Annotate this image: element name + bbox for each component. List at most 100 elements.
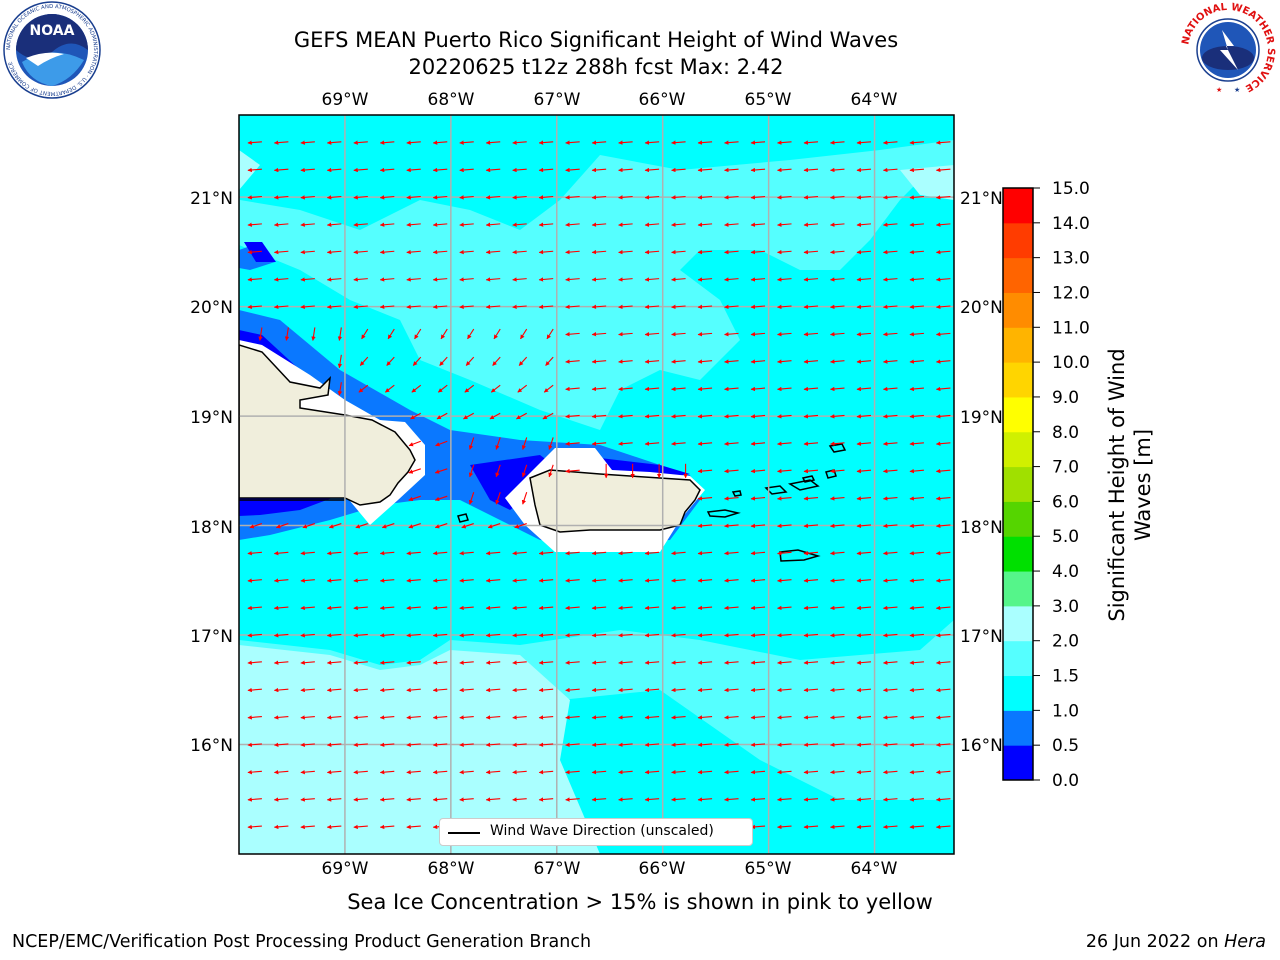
wind-wave-arrow [353,633,368,638]
land-puerto-rico [529,469,701,533]
wind-wave-arrow [273,605,289,611]
wind-wave-arrow [777,277,792,282]
wind-wave-arrow [414,328,422,340]
wind-wave-arrow [538,797,554,802]
wind-wave-arrow [644,797,660,802]
wind-wave-arrow [459,195,474,200]
wind-wave-arrow [777,359,792,364]
footer-credit: NCEP/EMC/Verification Post Processing Pr… [12,932,592,952]
wind-wave-arrow [883,550,898,556]
wind-wave-arrow [750,249,766,255]
lat-label: 20°N [190,298,233,318]
wind-wave-arrow [591,249,607,255]
wind-wave-arrow [437,384,448,393]
wind-wave-arrow [883,304,898,310]
colorbar-tick-label: 2.0 [1052,632,1079,652]
wind-wave-arrow [909,742,924,747]
wind-wave-arrow [777,605,792,611]
wind-wave-arrow [644,304,660,310]
wind-wave-arrow [273,715,289,720]
wind-wave-arrow [883,578,898,583]
wind-wave-arrow [273,687,289,693]
wind-wave-arrow [724,414,739,419]
lon-label: 64°W [851,859,898,879]
wind-wave-arrow [249,523,263,529]
wind-wave-arrow [300,578,315,583]
wind-wave-arrow [591,633,607,638]
nws-logo: NATIONAL WEATHER SERVICE ★ ★ [1180,2,1276,98]
wind-wave-arrow [386,356,395,366]
wind-wave-arrow [326,742,342,747]
lat-labels-right: 21°N 20°N 19°N 18°N 17°N 16°N [960,189,1003,756]
wind-wave-arrow [830,359,845,364]
wind-wave-arrow [432,687,448,693]
wind-wave-arrow [724,769,739,775]
wind-wave-arrow [591,277,607,282]
wind-wave-arrow [468,464,475,478]
wind-wave-arrow [883,167,898,173]
wind-wave-arrow [777,304,792,310]
wind-wave-arrow [379,550,395,556]
wind-wave-arrow [353,687,368,693]
wind-wave-arrow [671,414,686,419]
wind-wave-arrow [353,578,368,583]
wind-wave-arrow [247,550,262,556]
wind-wave-arrow [777,167,792,173]
wind-wave-arrow [777,660,792,665]
wind-wave-arrow [856,578,872,583]
wind-wave-arrow [935,195,951,200]
wind-wave-arrow [432,578,448,583]
wind-wave-arrow [565,550,580,556]
wind-wave-arrow [326,277,342,282]
wind-wave-arrow [275,523,289,529]
wind-wave-arrow [467,328,475,340]
wind-wave-arrow [565,140,580,145]
wind-wave-arrow [856,824,872,830]
wind-wave-arrow [935,304,951,310]
wind-wave-arrow [353,742,368,747]
wind-wave-arrow [490,384,501,393]
wind-wave-arrow [326,578,342,583]
wind-wave-arrow [337,327,343,341]
wind-wave-arrow [379,824,395,830]
wind-wave-arrow [379,633,395,638]
wind-wave-arrow [406,249,421,255]
wind-wave-arrow [247,167,262,173]
wind-wave-arrow [485,715,501,720]
wind-wave-arrow [273,742,289,747]
wind-wave-arrow [538,605,554,611]
lat-label: 18°N [190,518,233,538]
wind-wave-arrow [591,578,607,583]
colorbar-tick-label: 8.0 [1052,423,1079,443]
wind-wave-arrow [439,356,448,366]
wind-wave-arrow [300,797,315,802]
wind-wave-arrow [512,222,527,227]
colorbar-swatch [1003,431,1033,468]
wind-wave-arrow [909,715,924,720]
wind-wave-arrow [565,468,580,474]
wind-wave-arrow [538,222,554,227]
wind-wave-arrow [512,277,527,282]
wind-wave-arrow [326,195,342,200]
wind-wave-arrow [830,550,845,556]
wind-wave-arrow [803,797,819,802]
wind-wave-arrow [353,195,368,200]
wind-wave-arrow [353,605,368,611]
wind-wave-arrow [777,249,792,255]
map-legend: Wind Wave Direction (unscaled) [439,818,753,846]
wind-wave-arrow [856,797,872,802]
wind-wave-arrow [618,797,633,802]
colorbar-swatch [1003,292,1033,328]
wind-wave-arrow [618,222,633,227]
wind-wave-arrow [697,633,713,638]
wind-wave-arrow [565,332,580,337]
wind-wave-arrow [697,277,713,282]
wind-wave-arrow [326,715,342,720]
wind-wave-arrow [247,605,262,611]
wind-wave-arrow [724,332,739,337]
wind-wave-arrow [803,386,819,392]
wind-wave-arrow [671,797,686,802]
lat-label: 16°N [190,736,233,756]
wind-wave-arrow [909,769,924,775]
wind-wave-arrow [468,437,475,450]
